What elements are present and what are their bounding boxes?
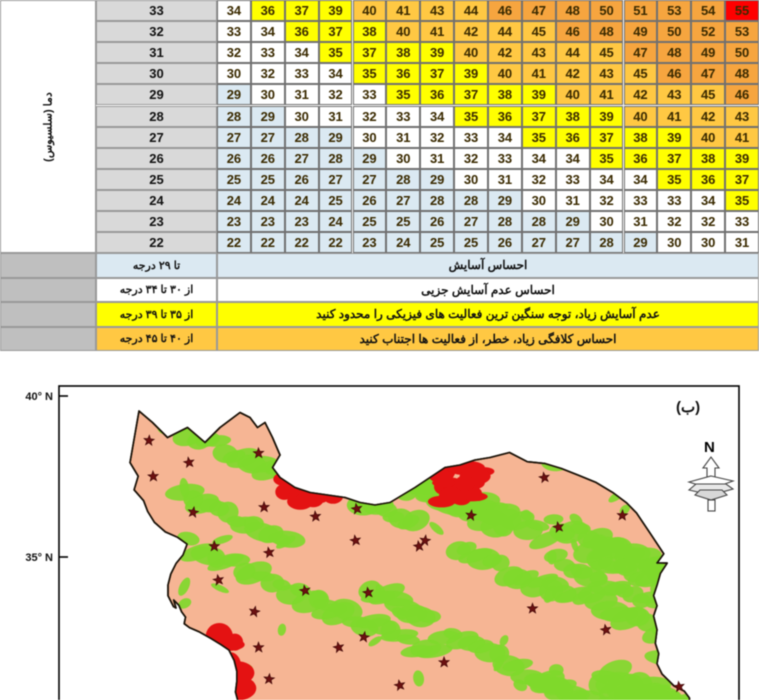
svg-text:N: N <box>704 439 715 456</box>
svg-text:35° N: 35° N <box>25 552 53 564</box>
svg-text:40° N: 40° N <box>25 391 53 403</box>
svg-text:(ب): (ب) <box>676 399 700 416</box>
